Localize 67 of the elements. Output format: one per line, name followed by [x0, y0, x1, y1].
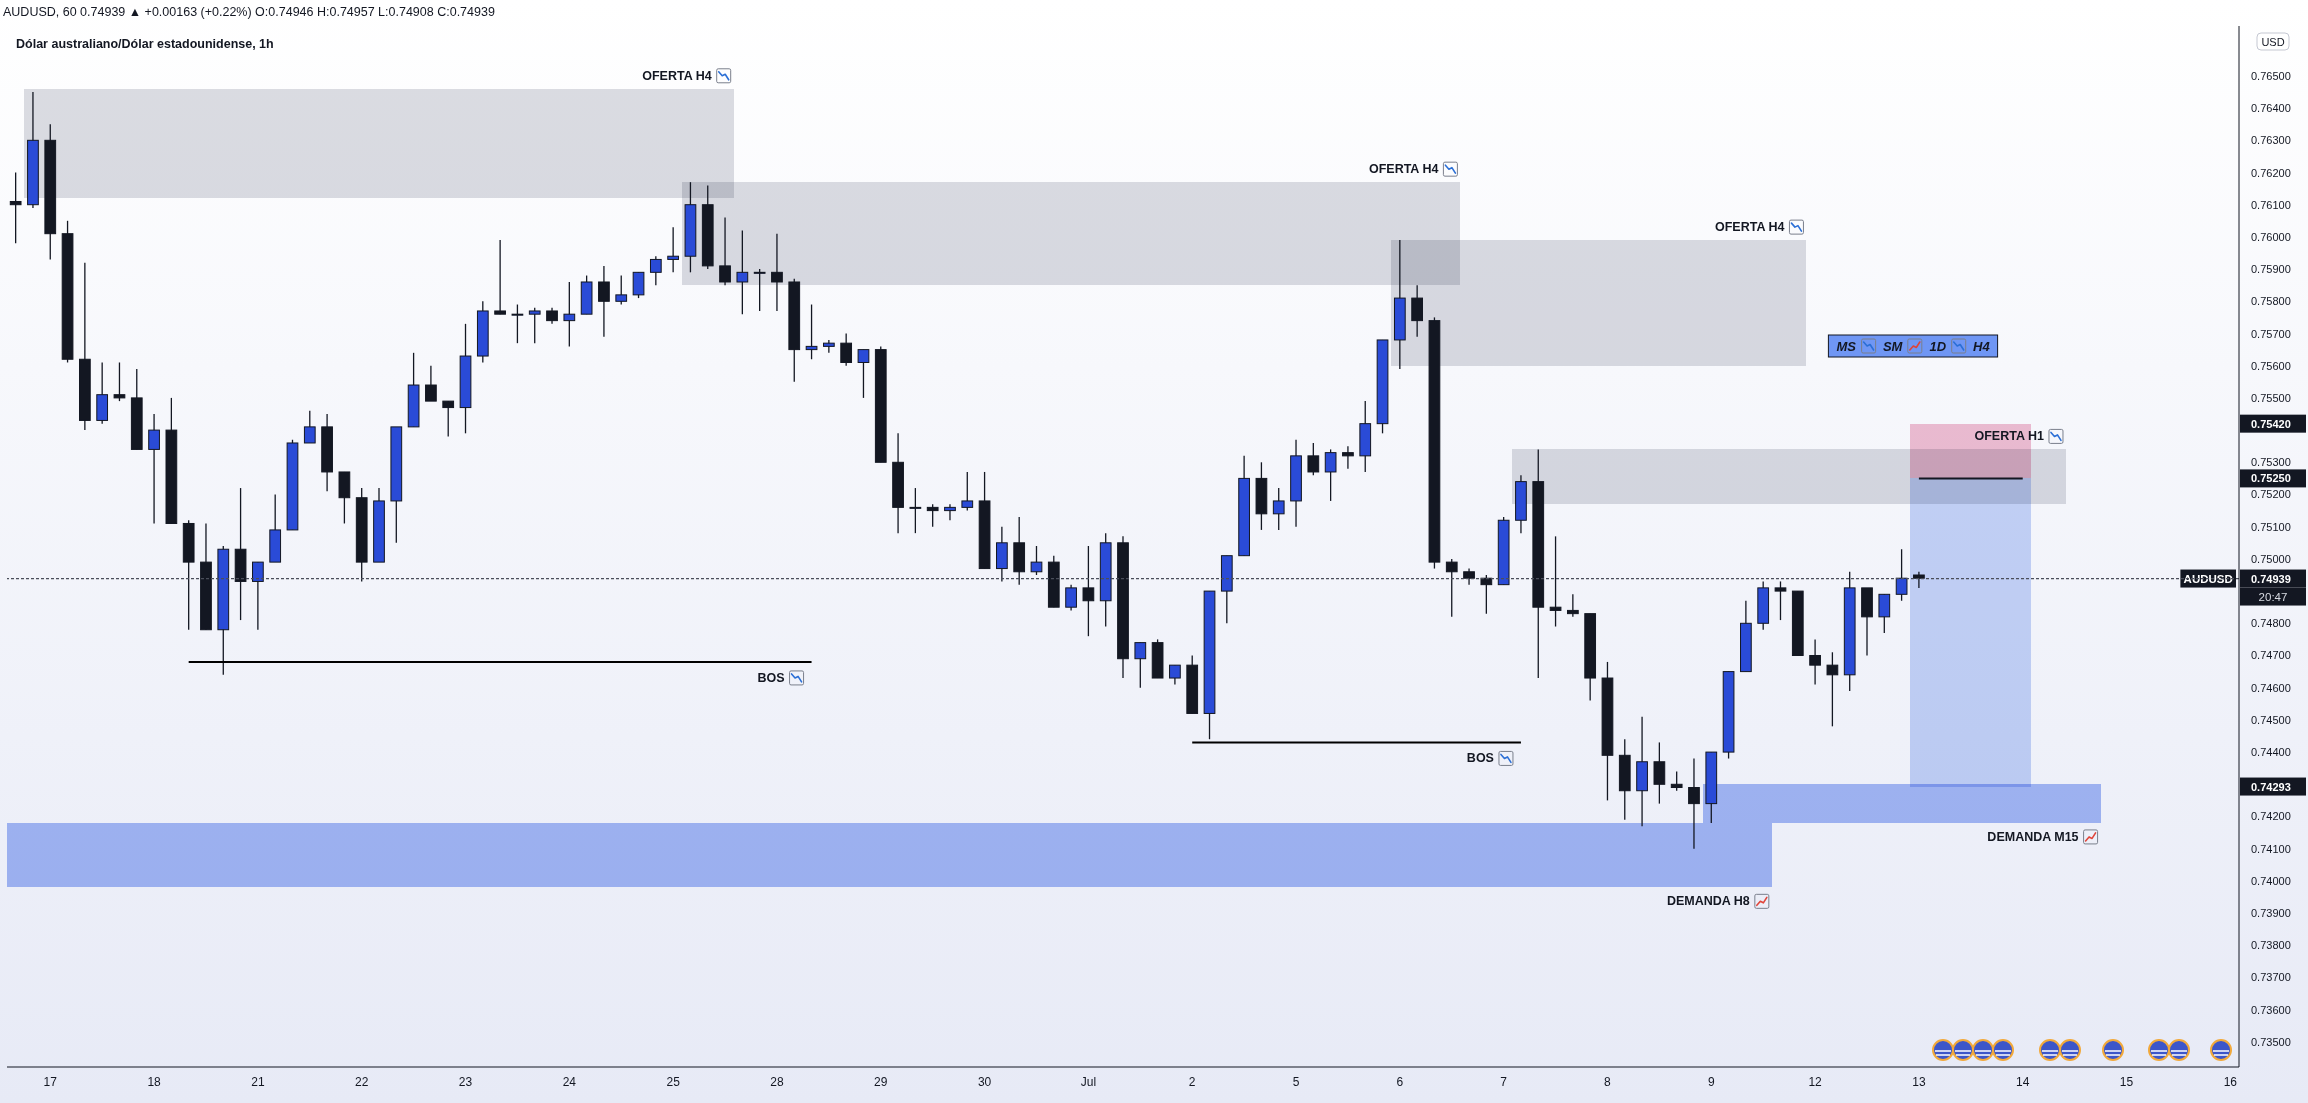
series-label: OFERTA H4 [1714, 220, 1785, 235]
x-tick-label: Jul [1080, 1074, 1097, 1089]
x-tick-label: 2 [1188, 1074, 1196, 1089]
y-tick-label: 0.75250 [2251, 472, 2291, 485]
chart-title: AUDUSD, 60 0.74939 ▲ +0.00163 (+0.22%) O:0.74946 H:0.74957 L:0.74908 C:0.74939 [3, 5, 495, 19]
x-tick-label: 9 [1707, 1074, 1715, 1089]
y-tick-label: 0.73700 [2251, 971, 2291, 984]
y-tick-label: 0.73600 [2251, 1003, 2291, 1016]
x-tick-label: 21 [251, 1074, 265, 1089]
x-tick-label: 12 [1808, 1074, 1823, 1089]
y-tick-label: 0.75500 [2251, 391, 2291, 404]
x-tick-label: 7 [1500, 1074, 1508, 1089]
x-tick-label: 8 [1604, 1074, 1612, 1089]
x-tick-label: 23 [458, 1074, 473, 1089]
y-tick-label: 0.76200 [2251, 166, 2291, 179]
series-label: DEMANDA M15 [1987, 829, 2079, 844]
y-tick-label: 0.75100 [2251, 520, 2291, 533]
y-tick-label: 0.76000 [2251, 230, 2291, 243]
y-tick-label: 0.73800 [2251, 939, 2291, 952]
series-label: BOS [1466, 751, 1494, 766]
x-tick-label: 29 [874, 1074, 888, 1089]
y-tick-label: 0.75800 [2251, 295, 2291, 308]
x-tick-label: 25 [666, 1074, 681, 1089]
y-tick-label: 0.75300 [2251, 456, 2291, 469]
y-tick-label: 0.75000 [2251, 552, 2291, 565]
x-tick-label: 22 [355, 1074, 369, 1089]
series-label: OFERTA H4 [642, 68, 712, 83]
y-axis-title: USD [2261, 36, 2285, 48]
x-tick-label: 15 [2119, 1074, 2134, 1089]
series-label: BOS [757, 670, 785, 685]
series-label: OFERTA H1 [1974, 429, 2045, 444]
series-label: DEMANDA H8 [1666, 894, 1750, 909]
x-tick-label: 13 [1912, 1074, 1926, 1089]
series-label: OFERTA H4 [1368, 162, 1439, 177]
y-tick-label: 0.73900 [2251, 907, 2291, 920]
text: MS SM 1D H4 [1836, 339, 1990, 354]
x-tick-label: 30 [977, 1074, 992, 1089]
x-tick-label: 28 [770, 1074, 784, 1089]
y-tick-label: 0.75900 [2251, 263, 2291, 276]
y-tick-label: 0.74400 [2251, 746, 2291, 759]
y-tick-label: 0.74500 [2251, 713, 2291, 726]
y-tick-label: 0.74000 [2251, 874, 2291, 887]
y-tick-label: 0.76400 [2251, 102, 2291, 115]
x-tick-label: 17 [43, 1074, 58, 1089]
x-tick-label: 24 [562, 1074, 577, 1089]
y-tick-label: 0.73500 [2251, 1035, 2291, 1048]
x-tick-label: 18 [147, 1074, 162, 1089]
text: Dólar australiano/Dólar estadounidense, 1h [16, 37, 274, 51]
y-tick-label: 0.75600 [2251, 359, 2291, 372]
y-tick-label: 0.74700 [2251, 649, 2291, 662]
x-tick-label: 5 [1292, 1074, 1300, 1089]
x-tick-label: 14 [2016, 1074, 2030, 1089]
x-tick-label: 16 [2223, 1074, 2238, 1089]
y-tick-label: 0.74800 [2251, 617, 2291, 630]
x-tick-label: 6 [1396, 1074, 1404, 1089]
text: 20:47 [2258, 590, 2288, 603]
y-tick-label: 0.74939 [2251, 572, 2291, 585]
y-tick-label: 0.74293 [2251, 780, 2291, 793]
y-tick-label: 0.74200 [2251, 810, 2291, 823]
y-tick-label: 0.75200 [2251, 488, 2291, 501]
y-tick-label: 0.76300 [2251, 134, 2291, 147]
y-tick-label: 0.76500 [2251, 69, 2291, 82]
y-tick-label: 0.74100 [2251, 842, 2291, 855]
y-tick-label: 0.75700 [2251, 327, 2291, 340]
y-tick-label: 0.76100 [2251, 198, 2291, 211]
y-tick-label: 0.75420 [2251, 417, 2291, 430]
y-tick-label: 0.74600 [2251, 681, 2291, 694]
